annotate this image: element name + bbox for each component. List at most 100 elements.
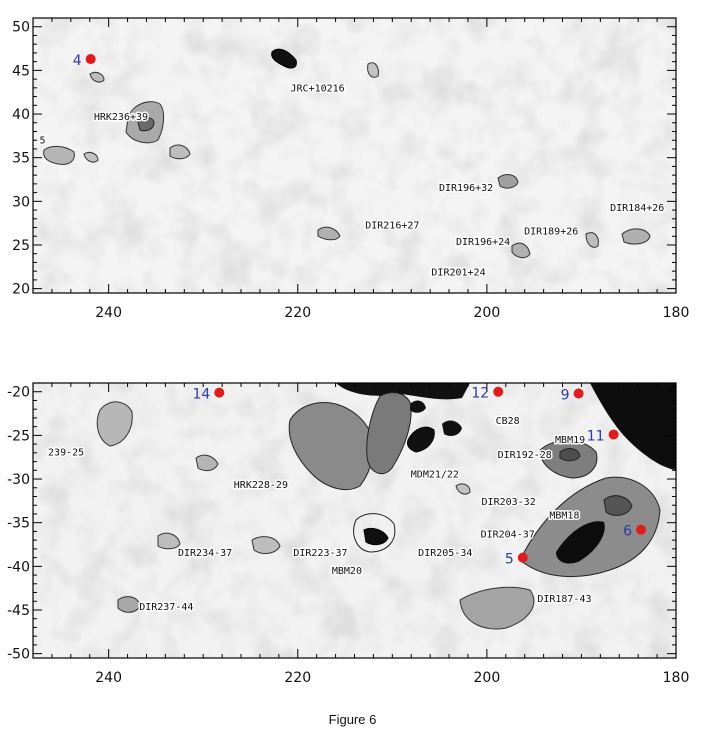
marker-dot xyxy=(517,552,528,563)
cloud-contour xyxy=(366,392,412,475)
cloud-label-halo: 5 xyxy=(39,136,45,147)
cloud-contour xyxy=(43,145,75,165)
cloud-label: DIR189+26 xyxy=(524,227,578,238)
cloud-label: DIR234-37 xyxy=(178,548,232,559)
cloud-label: DIR205-34 xyxy=(418,548,472,559)
cloud-label: CB28 xyxy=(496,416,520,427)
cloud-core-black xyxy=(363,527,389,546)
cloud-label: MBM20 xyxy=(332,566,362,577)
cloud-label-halo: MDM21/22 xyxy=(411,469,459,480)
cloud-core xyxy=(137,117,155,132)
cloud-label: HRK228-29 xyxy=(234,480,288,491)
marker-number: 9 xyxy=(561,387,570,403)
cloud-label: 5 xyxy=(39,136,45,147)
top-cloud-labels: HRK236+39HRK236+39JRC+10216JRC+10216DIR1… xyxy=(38,82,666,280)
cloud-label: JRC+10216 xyxy=(291,83,345,94)
bottom-y-tick-label: -30 xyxy=(7,472,30,488)
cloud-label: DIR184+26 xyxy=(610,203,664,214)
bottom-y-tick-label: -45 xyxy=(7,603,30,619)
cloud-label-halo: HRK236+39 xyxy=(94,112,148,123)
cloud-label-halo: JRC+10216 xyxy=(291,83,345,94)
marker-dot xyxy=(493,386,504,397)
cloud-label-halo: DIR203-32 xyxy=(482,497,536,508)
cloud-contour xyxy=(195,454,219,472)
cloud-label: DIR204-37 xyxy=(481,530,535,541)
cloud-label: DIR216+27 xyxy=(365,220,419,231)
top-map-background xyxy=(33,18,676,293)
cloud-core-black xyxy=(407,426,435,453)
cloud-label-halo: DIR204-37 xyxy=(481,530,535,541)
top-y-tick-label: 50 xyxy=(12,20,30,36)
top-y-tick-label: 35 xyxy=(12,151,30,167)
cloud-label: DIR201+24 xyxy=(431,268,485,279)
cloud-label-halo: DIR216+27 xyxy=(365,220,419,231)
cloud-label-halo: 239-25 xyxy=(48,447,84,458)
cloud-label: DIR237-44 xyxy=(139,602,193,613)
cloud-label: DIR187-43 xyxy=(537,594,591,605)
bottom-y-tick-label: -25 xyxy=(7,428,30,444)
cloud-label: MBM18 xyxy=(549,510,579,521)
cloud-label-halo: HRK228-29 xyxy=(234,480,288,491)
cloud-label: 239-25 xyxy=(48,447,84,458)
cloud-core-black xyxy=(590,383,676,470)
bottom-x-tick-label: 200 xyxy=(474,670,501,686)
cloud-label: DIR196+24 xyxy=(456,237,510,248)
cloud-contour xyxy=(169,144,191,160)
bottom-panel: -20 -25 -30 -35 -40 -45 -50 240 220 200 180 239-25… xyxy=(7,382,690,686)
cloud-label: DIR192-28 xyxy=(498,450,552,461)
cloud-contour xyxy=(621,228,651,245)
cloud-contour xyxy=(455,483,471,495)
cloud-contour xyxy=(353,513,396,553)
bottom-y-tick-label: -20 xyxy=(7,385,30,401)
cloud-contour xyxy=(89,71,105,83)
bottom-y-tick-label: -40 xyxy=(7,559,30,575)
top-y-tick-label: 25 xyxy=(12,238,30,254)
bottom-map-background xyxy=(33,383,676,658)
cloud-core-black xyxy=(410,400,426,413)
bottom-x-tick-label: 180 xyxy=(663,670,690,686)
cloud-label-halo: DIR187-43 xyxy=(537,594,591,605)
marker-number: 11 xyxy=(587,429,605,445)
marker-dot xyxy=(573,388,584,399)
marker-dot xyxy=(636,524,647,535)
cloud-contour xyxy=(459,586,535,630)
bottom-x-tick-label: 240 xyxy=(95,670,122,686)
cloud-label-halo: DIR237-44 xyxy=(139,602,193,613)
cloud-label-halo: DIR201+24 xyxy=(431,268,485,279)
cloud-contour xyxy=(96,401,133,447)
cloud-label: HRK236+39 xyxy=(94,112,148,123)
marker-number: 4 xyxy=(73,53,82,69)
top-x-tick-label: 200 xyxy=(474,305,501,321)
bottom-cloud-labels: 239-25239-25CB28CB28MBM19MBM19DIR192-28D… xyxy=(47,415,593,615)
marker-number: 6 xyxy=(623,524,632,540)
bottom-axes: -20 -25 -30 -35 -40 -45 -50 240 220 200 180 xyxy=(7,382,690,686)
cloud-contour xyxy=(497,174,519,189)
cloud-core xyxy=(559,448,581,462)
top-x-tick-label: 240 xyxy=(95,305,122,321)
bottom-y-tick-label: -50 xyxy=(7,647,30,663)
top-y-tick-label: 20 xyxy=(12,282,30,298)
cloud-label-halo: CB28 xyxy=(496,416,520,427)
cloud-label: MBM19 xyxy=(555,435,585,446)
cloud-contour xyxy=(317,226,341,241)
top-x-tick-label: 180 xyxy=(663,305,690,321)
cloud-label: MDM21/22 xyxy=(411,469,459,480)
cloud-label: DIR196+32 xyxy=(439,183,493,194)
cloud-core-black xyxy=(336,383,470,400)
cloud-contour xyxy=(511,242,531,259)
cloud-label: DIR223-37 xyxy=(293,548,347,559)
cloud-core-black xyxy=(556,521,605,564)
cloud-label-halo: MBM18 xyxy=(549,510,579,521)
cloud-contour xyxy=(117,596,141,613)
cloud-core-black xyxy=(271,48,297,69)
cloud-contour xyxy=(83,151,99,163)
figure-caption: Figure 6 xyxy=(328,712,377,727)
marker-number: 14 xyxy=(192,387,210,403)
cloud-label-halo: DIR205-34 xyxy=(418,548,472,559)
bottom-y-tick-label: -35 xyxy=(7,516,30,532)
cloud-label-halo: DIR196+24 xyxy=(456,237,510,248)
cloud-label-halo: DIR192-28 xyxy=(498,450,552,461)
